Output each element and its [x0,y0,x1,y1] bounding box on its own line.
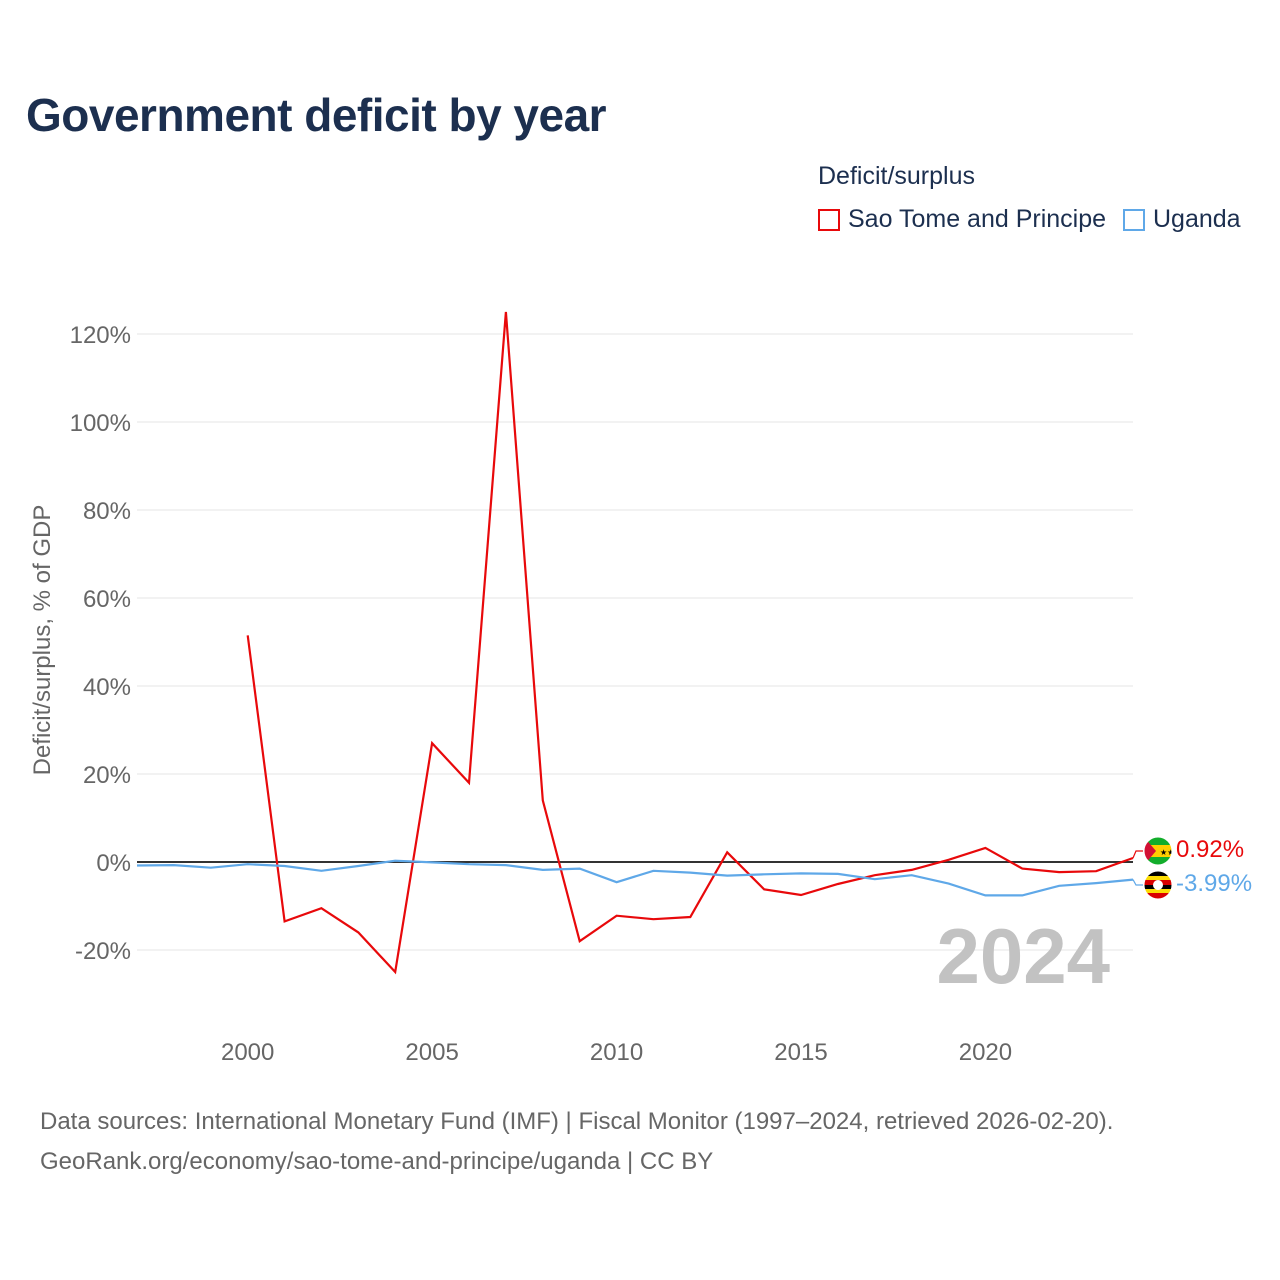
chart-title: Government deficit by year [26,89,607,141]
y-tick-label: 60% [83,586,131,613]
y-axis-label: Deficit/surplus, % of GDP [29,505,56,776]
end-label-uganda: -3.99% [1176,870,1252,897]
y-tick-label: 20% [83,762,131,789]
data-source-note: Data sources: International Monetary Fun… [40,1108,1114,1135]
legend-label-uganda: Uganda [1153,205,1241,233]
legend-title: Deficit/surplus [818,162,975,190]
end-connector [1132,850,1143,859]
legend-swatch-sao-tome [818,208,840,231]
year-watermark: 2024 [936,912,1110,1000]
credit-link[interactable]: GeoRank.org/economy/sao-tome-and-princip… [40,1148,714,1175]
sao-tome-and-principe-flag: ★★ [1144,837,1174,865]
x-tick-label: 2000 [221,1039,274,1066]
y-tick-label: 0% [96,850,131,877]
end-connector [1132,879,1143,886]
y-tick-label: -20% [75,938,131,965]
end-label-sao-tome: 0.92% [1176,836,1244,863]
x-tick-label: 2010 [590,1039,643,1066]
series-line-sao-tome[interactable] [246,311,1134,975]
y-tick-label: 40% [83,674,131,701]
x-tick-label: 2015 [774,1039,827,1066]
y-tick-label: 80% [83,498,131,525]
series-line-uganda[interactable] [136,859,1134,897]
y-tick-label: 120% [70,322,131,349]
legend-item-sao-tome[interactable]: Sao Tome and Principe [818,205,1106,234]
y-tick-label: 100% [70,410,131,437]
legend-item-uganda[interactable]: Uganda [1123,205,1241,234]
legend-swatch-uganda [1123,208,1145,231]
svg-text:★★: ★★ [1160,848,1174,857]
uganda-flag [1144,871,1172,899]
x-tick-label: 2020 [959,1039,1012,1066]
x-tick-label: 2005 [405,1039,458,1066]
legend-label-sao-tome: Sao Tome and Principe [848,205,1107,233]
